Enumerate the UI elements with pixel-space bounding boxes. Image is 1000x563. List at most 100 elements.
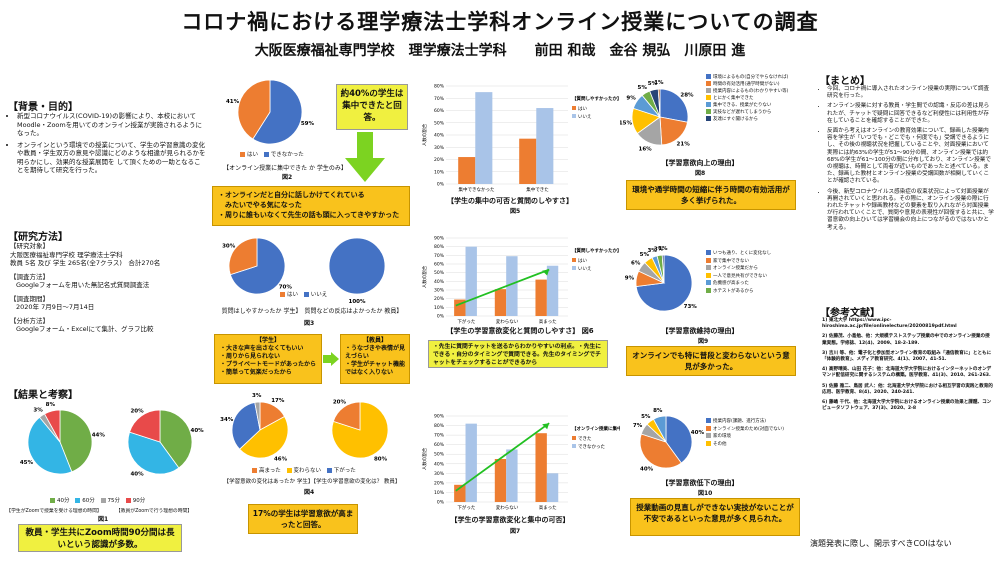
- fig7-label: 図7: [510, 528, 521, 535]
- fig8-data-label-6: 5%: [638, 85, 648, 91]
- fig2-callout: 約40%の学生は集中できたと回答。: [336, 84, 408, 130]
- ref-4: 4) 高野晴美、山田 花子：他：北海道大学大学院におけるインターネットのオンデマ…: [822, 367, 992, 379]
- methods-target1: 大阪医療福祉専門学校 理学療法士学科: [10, 250, 123, 259]
- ref-3: 3) 吉川 等、他：電子化と参加型オンライン教育の取組み「通信教育に」とともに「…: [822, 350, 992, 363]
- fig8-legend-label-2: 時間の有効活用(通学時間がない): [713, 82, 780, 87]
- fig7-ylabel: 人数の割合: [421, 447, 428, 470]
- fig4-pie-student: 17% 46% 34% 3%: [220, 393, 289, 462]
- fig4-pie-teacher: 80% 20%: [331, 400, 389, 462]
- fig8-data-label-5: 9%: [626, 95, 636, 101]
- fig6-bar-3-1: [535, 279, 547, 316]
- fig4-caption: 【学習意欲の変化はあったか 学生】【学生の学習意欲の変化は？ 教員】: [223, 479, 401, 485]
- fig5-xtick-2: 集中できた: [526, 186, 549, 193]
- methods-analysis-label: 【分析方法】: [10, 316, 49, 325]
- fig8-data-label-3: 16%: [639, 147, 653, 153]
- fig8-label: 図8: [695, 170, 706, 177]
- fig9-slice-7: [661, 254, 665, 284]
- fig4-student-slice-4: [254, 401, 261, 431]
- methods-survey-label: 【調査方法】: [10, 272, 49, 281]
- fig7-ytick-3: 20%: [434, 480, 445, 486]
- summary-item-2: オンライン授業に対する教員・学生間での認識・反応の差は見られたが、チャットで疑問…: [827, 103, 994, 125]
- methods-heading: 【研究方法】: [8, 232, 68, 243]
- fig10-legend-swatch-3: [706, 433, 711, 438]
- fig3-teacher-box: 【教員】 ・うなづきや表情が見えづらい ・学生がチャット機能ではなく入りない: [340, 334, 410, 384]
- fig8-legend-label-1: 環境によるもの(自分でやらなければ): [713, 75, 789, 80]
- fig10-legend-label-2: オンライン授業のため(対面でない): [713, 426, 785, 432]
- fig2-label: 図2: [282, 174, 293, 181]
- fig1-legend-60: 60分: [82, 498, 95, 504]
- summary-item-4: 今後、新型コロナウイルス感染症の収束状況によって対面授業が再開されていくと思われ…: [827, 189, 994, 232]
- methods-target2: 教員 5名 及び 学生 265名(全7クラス) 合計270名: [10, 259, 161, 267]
- refs-heading: 【参考文献】: [820, 308, 880, 319]
- fig9-legend-item-6: ホテストがあるから: [706, 287, 806, 296]
- fig8-data-label-8: 1%: [654, 80, 664, 86]
- fig9-data-label-6: 3%: [654, 246, 664, 252]
- fig1-caption-left: 【学生がZoomで授業を受ける理想の時間】: [6, 509, 102, 514]
- fig2-legend-yes: はい: [247, 152, 259, 158]
- fig8-slice-8: [657, 88, 661, 118]
- fig5-caption: 【学生の集中の可否と質問のしやすさ】: [447, 197, 573, 205]
- fig3-label: 図3: [304, 320, 315, 327]
- fig10-legend-swatch-2: [706, 425, 711, 431]
- fig6-ytick-6: 50%: [434, 270, 445, 276]
- fig9-pie-slices: 73%9%6%5%3%3%1%: [625, 246, 698, 312]
- fig10-data-label-2: 40%: [640, 467, 654, 473]
- fig3-student-item-2: ・周りから見られない: [220, 353, 281, 360]
- fig1-teacher-slice-1: [159, 409, 193, 469]
- summary-heading: 【まとめ】: [820, 76, 870, 87]
- fig10-pie-slices: 40% 40% 7% 5%8%: [633, 408, 705, 473]
- fig2-legend-no: できなかった: [270, 152, 304, 158]
- fig10-slice-1: [665, 415, 693, 464]
- fig6-xtick-1: 下がった: [457, 318, 475, 325]
- fig5-legend-swatch-2: [572, 114, 576, 118]
- fig5-ytick-6: 50%: [434, 120, 445, 126]
- fig10-label: 図10: [698, 490, 713, 497]
- fig3-student-item-1: ・大きな声を出さなくてもいい: [220, 345, 304, 352]
- fig3-student-item-4: ・簡単って気楽だったから: [220, 369, 292, 376]
- summary-item-1: 今回、コロナ禍に導入されたオンライン授業の実際について調査研究を行った。: [827, 86, 994, 100]
- fig10-legend-label-4: その他: [713, 441, 727, 447]
- fig9-legend: いつも通り、とくに変化なし 家で集中できない オンライン授業だから 一人で意見共有がで…: [706, 250, 806, 295]
- fig9-data-label-1: 73%: [684, 304, 698, 310]
- fig4-teacher-data-label-3: 20%: [333, 400, 347, 406]
- fig1-student-data-label-2: 45%: [20, 460, 34, 466]
- fig6-bar-1-2: [465, 246, 477, 316]
- fig6-note: ・先生に質問チャットを送るからわかりやすいの利点。・先生にできる・自分のタイミン…: [428, 340, 608, 368]
- fig7-ytick-4: 30%: [434, 471, 445, 477]
- fig4-legend-up: 高まった: [259, 468, 281, 474]
- fig1-student-data-label-4: 8%: [46, 402, 56, 408]
- fig8-legend-item-6: 実技などが遅れてしまうから: [706, 109, 806, 116]
- fig6-ytick-4: 30%: [434, 288, 445, 294]
- fig4-student-data-label-4: 3%: [252, 393, 262, 399]
- fig7-bar-2-1: [494, 459, 507, 502]
- fig7-ytick-2: 10%: [434, 490, 445, 496]
- fig9-legend-item-2: 家で集中できない: [706, 257, 806, 266]
- fig8-legend-label-3: 授業内容によるもの(わかりやすい等): [713, 89, 789, 94]
- fig3-student-title: 【学生】: [255, 337, 280, 344]
- fig8-legend: 環境によるもの(自分でやらなければ) 時間の有効活用(通学時間がない) 授業内容によ…: [706, 74, 806, 123]
- fig5-label: 図5: [510, 208, 521, 215]
- fig4-student-data-label-2: 46%: [274, 456, 288, 462]
- summary-item-3: 反面から考えはオンラインの教育効果について、録画した授業内容を学生が「いつでも・…: [827, 128, 994, 186]
- fig8-legend-label-5: 集中できる、授業がたりない: [713, 103, 772, 108]
- fig8-conclusion: 環境や通学時間の短縮に伴う時間の有効活用が多く挙げられた。: [626, 180, 796, 210]
- fig2-reasons: ・オンラインだと自分に話しかけてくれている みたいでやる気になった ・周りに誰も…: [212, 186, 410, 226]
- fig10-legend-item-1: 授業内容(課題、進行方法): [706, 418, 806, 426]
- fig5-xtick-1: 集中できなかった: [459, 186, 495, 193]
- fig7-caption: 【学生の学習意欲変化と集中の可否】: [450, 516, 570, 524]
- fig2-slice-2: [237, 79, 271, 140]
- fig3-teacher-data-label-1: 100%: [349, 299, 366, 305]
- fig9-legend-label-2: 家で集中できない: [713, 258, 749, 264]
- fig1-caption-right: 【教員がZoomで行う理想の時間】: [115, 509, 193, 514]
- fig9-data-label-2: 9%: [625, 276, 635, 282]
- fig3-pie-teacher: 100%: [328, 237, 386, 305]
- fig9-legend-label-1: いつも通り、とくに変化なし: [713, 251, 772, 256]
- fig8-data-label-1: 28%: [680, 93, 694, 99]
- ref-6: 6) 藤嶋 千代、他：北海道大学大学院におけるオンライン授業の効果と課題、コンピ…: [822, 400, 992, 412]
- fig1-student-slice-2: [27, 416, 73, 475]
- fig9-legend-item-1: いつも通り、とくに変化なし: [706, 250, 806, 258]
- fig6-legend-label-1: はい: [578, 258, 587, 264]
- fig8-pie: 28%21%16%15%9%5%5%1%: [620, 80, 694, 153]
- fig3-teacher-item-1: ・うなづきや表情が見えづらい: [345, 345, 406, 360]
